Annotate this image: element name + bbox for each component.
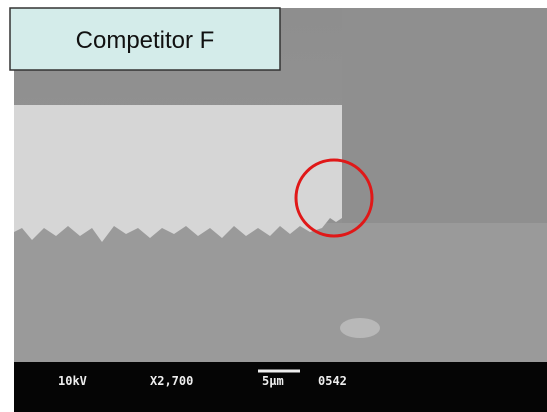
image-id: 0542: [318, 374, 347, 388]
deposited-layer: [14, 105, 342, 242]
magnification: X2,700: [150, 374, 193, 388]
particle: [340, 318, 380, 338]
sem-figure: Competitor F 10kV X2,700 5µm 0542: [0, 0, 547, 412]
label: Competitor F: [76, 27, 215, 54]
voltage: 10kV: [58, 374, 87, 388]
scale: 5µm: [262, 374, 284, 388]
substrate: [14, 223, 547, 362]
